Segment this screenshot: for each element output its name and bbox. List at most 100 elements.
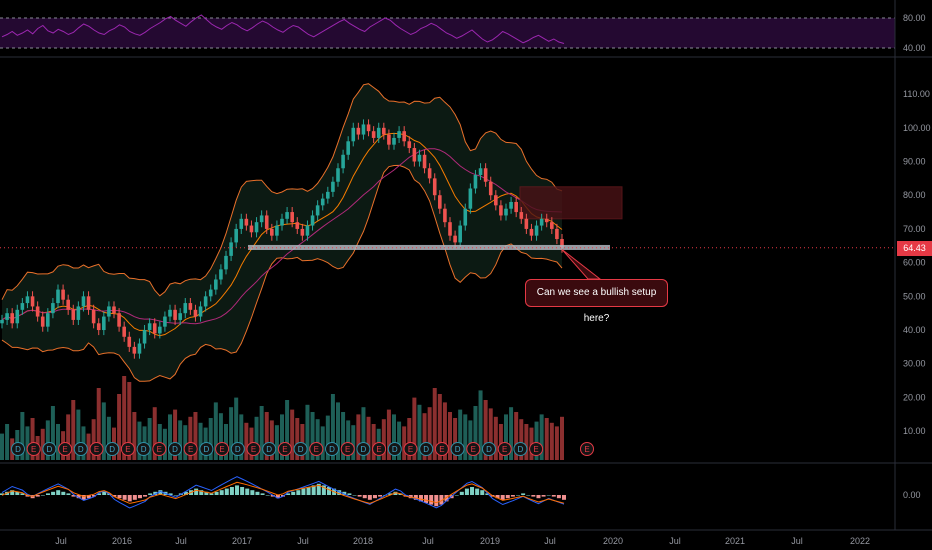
volume-bar	[356, 414, 361, 460]
macd-histogram-bar	[475, 488, 480, 495]
candle-body	[270, 228, 274, 236]
candle-body	[229, 242, 233, 256]
earnings-marker-label: D	[78, 445, 84, 454]
earnings-marker	[372, 442, 387, 456]
volume-bar	[280, 414, 284, 460]
time-tick-label: Jul	[791, 536, 803, 546]
earnings-marker	[580, 442, 594, 456]
candle-body	[539, 218, 544, 226]
earnings-marker-label: D	[361, 445, 367, 454]
volume-bar	[509, 407, 514, 460]
macd-histogram-bar	[45, 493, 50, 495]
candle-body	[560, 239, 564, 248]
volume-bar	[224, 424, 228, 460]
macd-histogram-bar	[439, 495, 444, 505]
candle-body	[494, 195, 498, 206]
macd-histogram-bar	[531, 495, 536, 497]
macd-histogram-bar	[326, 487, 331, 495]
earnings-marker	[277, 442, 292, 456]
resistance-zone	[519, 186, 623, 220]
price-tick-label: 30.00	[903, 359, 926, 369]
earnings-marker	[466, 442, 481, 456]
volume-bar	[213, 402, 218, 460]
volume-bar	[458, 409, 463, 460]
earnings-marker	[168, 442, 182, 456]
macd-panel	[0, 476, 566, 509]
macd-histogram-bar	[470, 487, 475, 495]
candle-body	[30, 296, 35, 307]
earnings-marker-label: E	[94, 445, 99, 454]
volume-bar	[488, 408, 493, 460]
candle-body	[254, 222, 259, 233]
volume-bar	[407, 418, 412, 460]
earnings-marker-label: D	[235, 445, 241, 454]
volume-bar	[366, 416, 371, 460]
macd-histogram-bar	[235, 485, 240, 495]
macd-histogram-bar	[367, 495, 372, 500]
volume-bar	[371, 424, 376, 460]
volume-bar	[122, 376, 127, 460]
candle-body	[488, 181, 493, 196]
candle-body	[402, 131, 406, 142]
macd-histogram-bar	[424, 495, 429, 503]
time-tick-label: Jul	[55, 536, 67, 546]
volume-bar	[473, 406, 478, 460]
earnings-marker	[309, 442, 324, 456]
macd-histogram-bar	[485, 493, 490, 495]
earnings-marker	[513, 442, 528, 456]
time-tick-label: 2019	[480, 536, 500, 546]
volume-bar	[346, 420, 351, 460]
candle-body	[331, 181, 335, 192]
macd-histogram-bar	[66, 493, 71, 495]
candle-body	[152, 323, 157, 334]
macd-histogram-bar	[337, 490, 342, 495]
current-price-tag: 64.43	[897, 241, 932, 256]
earnings-marker-label: D	[518, 445, 524, 454]
macd-histogram-bar	[71, 495, 76, 497]
time-tick-label: Jul	[669, 536, 681, 546]
price-tick-label: 50.00	[903, 291, 926, 301]
macd-histogram-bar	[372, 495, 377, 499]
macd-histogram-bar	[81, 495, 86, 500]
macd-histogram-bar	[86, 495, 91, 499]
candle-body	[326, 191, 330, 199]
annotation-callout[interactable]: Can we see a bullish setup here?	[525, 279, 668, 324]
earnings-marker	[120, 442, 135, 456]
price-tick-label: 40.00	[903, 325, 926, 335]
candle-body	[188, 303, 193, 310]
upper-band-line	[1, 83, 563, 300]
macd-histogram-bar	[153, 491, 158, 495]
price-tick-label: 10.00	[903, 426, 926, 436]
volume-bar	[310, 412, 315, 460]
candle-body	[208, 289, 213, 297]
candle-body	[529, 228, 534, 236]
candle-body	[295, 222, 300, 229]
candle-body	[351, 127, 356, 142]
earnings-marker-label: D	[266, 445, 272, 454]
candle-body	[550, 222, 554, 229]
earnings-marker	[403, 442, 418, 456]
macd-histogram-bar	[357, 495, 362, 497]
candle-body	[219, 269, 223, 280]
candle-body	[117, 313, 121, 327]
macd-histogram-bar	[240, 487, 245, 495]
candle-body	[56, 289, 60, 304]
earnings-marker-label: E	[62, 445, 67, 454]
macd-histogram-bar	[148, 493, 153, 495]
volume-bar	[442, 402, 447, 460]
bollinger-cloud	[2, 83, 562, 382]
candle-body	[46, 313, 50, 327]
price-tick-label: 70.00	[903, 224, 926, 234]
earnings-marker-label: E	[188, 445, 193, 454]
candle-body	[443, 208, 447, 223]
earnings-marker-label: D	[392, 445, 398, 454]
macd-histogram-bar	[255, 491, 260, 495]
earnings-marker-label: E	[31, 445, 36, 454]
volume-bar	[534, 421, 539, 460]
macd-histogram-bar	[286, 493, 291, 495]
earnings-marker	[450, 442, 465, 456]
candle-body	[544, 218, 549, 223]
macd-histogram-bar	[521, 493, 526, 495]
